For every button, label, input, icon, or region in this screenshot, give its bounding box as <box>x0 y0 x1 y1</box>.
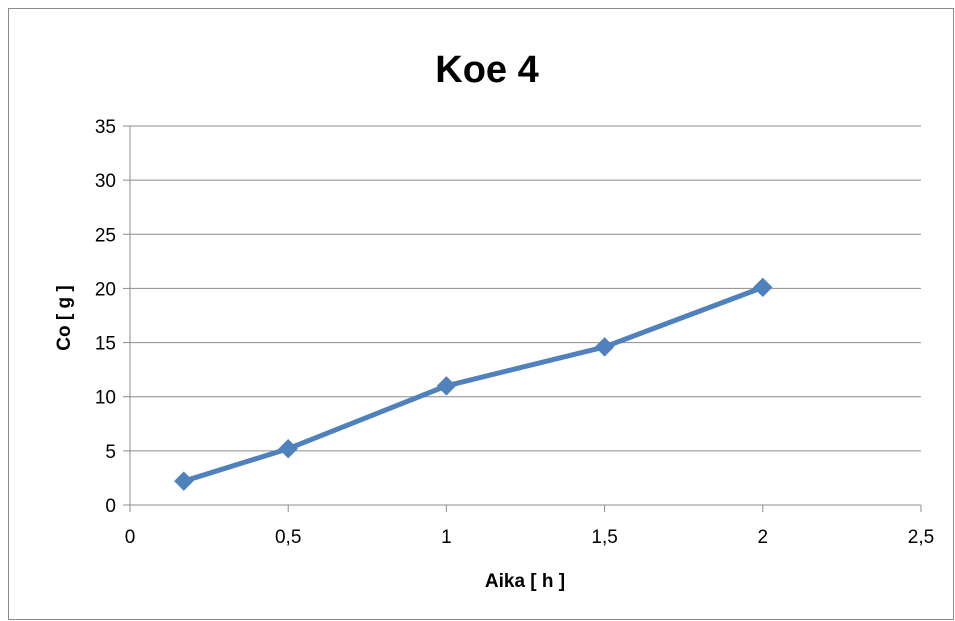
x-tick-label: 2,5 <box>908 527 934 548</box>
chart-frame <box>8 8 954 620</box>
data-point <box>594 337 615 357</box>
x-tick-label: 2 <box>758 527 769 548</box>
y-tick-label: 25 <box>95 225 116 246</box>
y-tick-label: 0 <box>105 496 116 517</box>
y-tick-label: 15 <box>95 334 116 355</box>
x-tick-label: 1,5 <box>591 527 617 548</box>
x-tick-label: 0 <box>125 527 136 548</box>
y-tick-label: 30 <box>95 171 116 192</box>
series <box>174 277 773 491</box>
grid-lines <box>130 125 921 452</box>
x-tick-label: 1 <box>441 527 452 548</box>
axes <box>123 125 922 512</box>
y-tick-label: 5 <box>105 442 116 463</box>
x-axis-label: Aika [ h ] <box>485 571 565 592</box>
data-point <box>436 376 457 396</box>
y-tick-label: 35 <box>95 117 116 138</box>
data-point <box>753 277 773 298</box>
data-point <box>278 438 298 459</box>
data-point <box>174 471 194 491</box>
y-tick-label: 10 <box>95 388 116 409</box>
y-tick-label: 20 <box>95 279 116 300</box>
series-line <box>183 285 764 484</box>
tick-labels: 0 5 10 15 20 25 30 35 0 0,5 1 1,5 2 2,5 <box>95 117 934 548</box>
x-tick-label: 0,5 <box>275 527 301 548</box>
chart-title: Koe 4 <box>435 49 538 91</box>
y-axis-label: Co [ g ] <box>54 285 75 350</box>
